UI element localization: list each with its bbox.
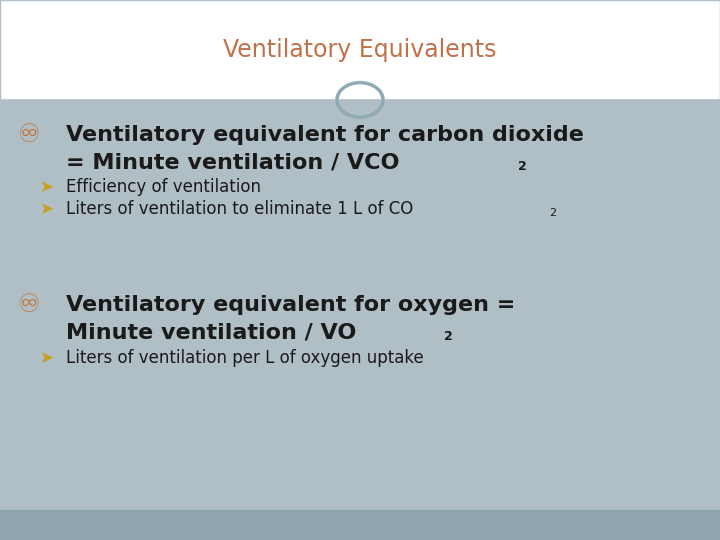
Text: ➤: ➤ — [40, 200, 53, 218]
Text: Liters of ventilation per L of oxygen uptake: Liters of ventilation per L of oxygen up… — [66, 349, 424, 367]
Bar — [0, 0, 720, 100]
Text: Ventilatory equivalent for oxygen =: Ventilatory equivalent for oxygen = — [66, 295, 516, 315]
Bar — [0, 100, 720, 510]
Text: ♾: ♾ — [18, 293, 40, 317]
Text: Liters of ventilation to eliminate 1 L of CO: Liters of ventilation to eliminate 1 L o… — [66, 200, 413, 218]
Text: Efficiency of ventilation: Efficiency of ventilation — [66, 178, 261, 197]
Text: Minute ventilation / VO: Minute ventilation / VO — [66, 322, 356, 342]
Text: Ventilatory Equivalents: Ventilatory Equivalents — [223, 38, 497, 62]
Text: 2: 2 — [444, 330, 453, 343]
Text: 2: 2 — [518, 160, 527, 173]
Text: = Minute ventilation / VCO: = Minute ventilation / VCO — [66, 152, 400, 172]
Bar — [0, 510, 720, 540]
Text: Ventilatory equivalent for carbon dioxide: Ventilatory equivalent for carbon dioxid… — [66, 125, 584, 145]
Text: ♾: ♾ — [18, 123, 40, 147]
Text: ➤: ➤ — [40, 178, 53, 197]
Text: 2: 2 — [549, 208, 556, 218]
Text: ➤: ➤ — [40, 349, 53, 367]
